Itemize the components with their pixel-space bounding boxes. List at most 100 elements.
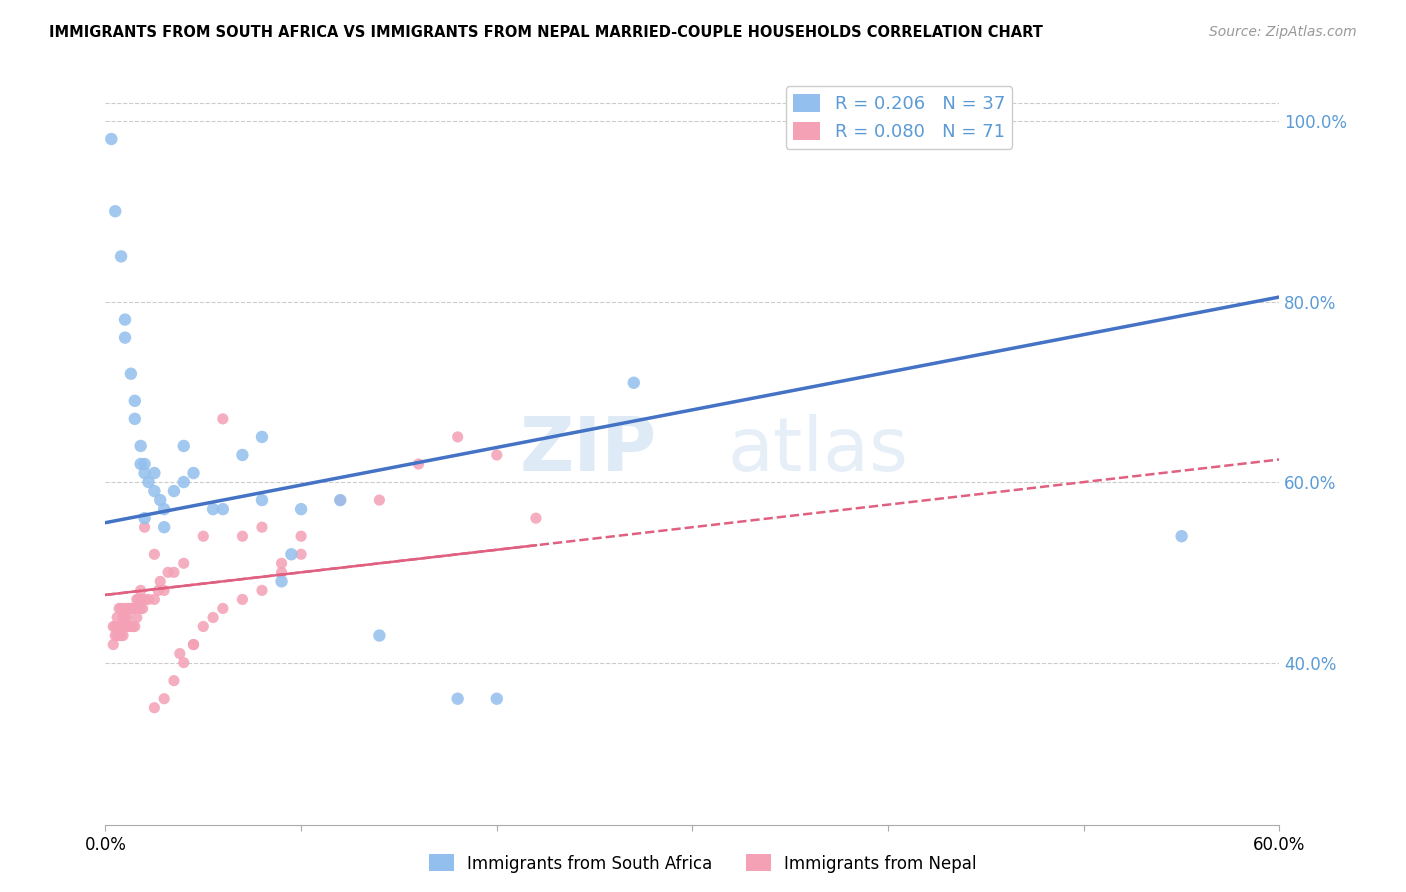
Point bbox=[250, 493, 273, 508]
Point bbox=[124, 393, 146, 408]
Point bbox=[183, 638, 205, 652]
Point bbox=[157, 566, 180, 580]
Point bbox=[231, 448, 253, 462]
Point bbox=[193, 529, 215, 543]
Point bbox=[103, 638, 125, 652]
Point bbox=[193, 619, 215, 633]
Point bbox=[148, 583, 170, 598]
Point bbox=[290, 547, 312, 561]
Point bbox=[108, 628, 131, 642]
Point bbox=[129, 583, 152, 598]
Point bbox=[173, 439, 195, 453]
Point bbox=[128, 592, 150, 607]
Point bbox=[124, 619, 146, 633]
Point bbox=[183, 466, 205, 480]
Point bbox=[112, 628, 135, 642]
Point bbox=[100, 132, 122, 146]
Point bbox=[105, 610, 128, 624]
Legend: R = 0.206   N = 37, R = 0.080   N = 71: R = 0.206 N = 37, R = 0.080 N = 71 bbox=[786, 87, 1012, 148]
Point bbox=[524, 511, 547, 525]
Point bbox=[105, 628, 128, 642]
Point bbox=[270, 574, 292, 589]
Point bbox=[118, 619, 141, 633]
Point bbox=[108, 619, 131, 633]
Point bbox=[114, 312, 136, 326]
Point bbox=[173, 475, 195, 489]
Point bbox=[104, 628, 127, 642]
Point bbox=[153, 520, 176, 534]
Point bbox=[129, 457, 152, 471]
Point bbox=[173, 656, 195, 670]
Point bbox=[250, 583, 273, 598]
Point bbox=[368, 493, 391, 508]
Point bbox=[408, 457, 430, 471]
Point bbox=[202, 502, 225, 516]
Text: IMMIGRANTS FROM SOUTH AFRICA VS IMMIGRANTS FROM NEPAL MARRIED-COUPLE HOUSEHOLDS : IMMIGRANTS FROM SOUTH AFRICA VS IMMIGRAN… bbox=[49, 25, 1043, 40]
Point bbox=[114, 330, 136, 344]
Point bbox=[114, 610, 136, 624]
Text: atlas: atlas bbox=[728, 414, 908, 487]
Point bbox=[153, 502, 176, 516]
Point bbox=[115, 601, 138, 615]
Point bbox=[131, 601, 153, 615]
Point bbox=[138, 475, 160, 489]
Point bbox=[124, 412, 146, 426]
Point bbox=[368, 628, 391, 642]
Point bbox=[163, 566, 186, 580]
Point bbox=[134, 457, 156, 471]
Point bbox=[115, 610, 138, 624]
Point bbox=[114, 601, 136, 615]
Point bbox=[329, 493, 352, 508]
Point bbox=[270, 566, 292, 580]
Point bbox=[129, 439, 152, 453]
Point bbox=[125, 610, 148, 624]
Point bbox=[211, 502, 233, 516]
Point bbox=[153, 691, 176, 706]
Point bbox=[153, 583, 176, 598]
Point bbox=[115, 619, 138, 633]
Point bbox=[623, 376, 645, 390]
Point bbox=[169, 647, 191, 661]
Point bbox=[485, 691, 508, 706]
Point bbox=[110, 628, 132, 642]
Point bbox=[143, 547, 166, 561]
Point bbox=[125, 592, 148, 607]
Point bbox=[173, 557, 195, 571]
Point bbox=[124, 601, 146, 615]
Point bbox=[211, 601, 233, 615]
Point bbox=[103, 619, 125, 633]
Point bbox=[121, 601, 143, 615]
Point bbox=[270, 557, 292, 571]
Point bbox=[163, 484, 186, 499]
Point bbox=[231, 592, 253, 607]
Point bbox=[231, 529, 253, 543]
Point bbox=[250, 520, 273, 534]
Point bbox=[1170, 529, 1192, 543]
Point bbox=[120, 601, 142, 615]
Point bbox=[143, 592, 166, 607]
Point bbox=[447, 691, 470, 706]
Point bbox=[121, 619, 143, 633]
Point bbox=[202, 610, 225, 624]
Point bbox=[104, 619, 127, 633]
Point bbox=[149, 493, 172, 508]
Point bbox=[108, 601, 131, 615]
Point bbox=[290, 529, 312, 543]
Point bbox=[134, 520, 156, 534]
Point bbox=[290, 502, 312, 516]
Point bbox=[120, 619, 142, 633]
Point bbox=[250, 430, 273, 444]
Point bbox=[143, 466, 166, 480]
Point bbox=[149, 574, 172, 589]
Point bbox=[118, 601, 141, 615]
Point bbox=[143, 484, 166, 499]
Point bbox=[110, 619, 132, 633]
Point bbox=[134, 592, 156, 607]
Point bbox=[211, 412, 233, 426]
Point bbox=[183, 638, 205, 652]
Point bbox=[134, 511, 156, 525]
Point bbox=[114, 619, 136, 633]
Point bbox=[112, 610, 135, 624]
Point bbox=[138, 592, 160, 607]
Point bbox=[104, 204, 127, 219]
